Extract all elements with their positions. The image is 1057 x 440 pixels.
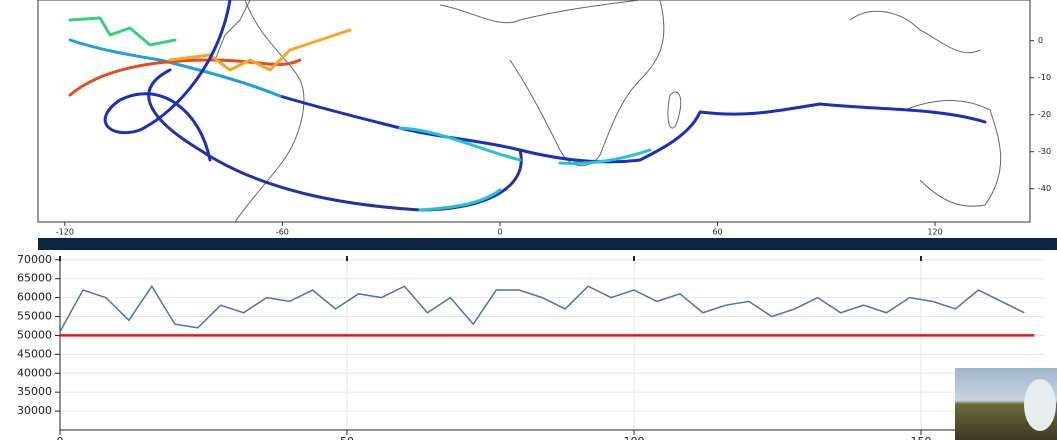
map-panel [38,0,1030,222]
y-tick-label: 50000 [17,328,52,341]
y-tick-label: 60000 [17,291,52,304]
y-tick-label: -20 [1038,110,1051,119]
x-tick-label: 0 [497,228,502,237]
figure: 7000065000600005500050000450004000035000… [0,0,1057,440]
y-tick-label: 30000 [17,404,52,417]
y-tick-label: 55000 [17,310,52,323]
x-tick-label: 60 [712,228,722,237]
y-tick-label: 70000 [17,253,52,266]
y-tick-label: 45000 [17,347,52,360]
x-tick-label: 50 [340,435,354,440]
x-tick-label: 150 [911,435,932,440]
balloon-photo [1024,379,1056,431]
y-tick-label: 65000 [17,272,52,285]
y-tick-label: -10 [1038,73,1051,82]
x-tick-label: 0 [57,435,64,440]
x-tick-label: 100 [624,435,645,440]
data-line [60,286,1024,331]
x-tick-label: 120 [927,228,942,237]
x-tick-label: -60 [276,228,289,237]
y-tick-label: 35000 [17,385,52,398]
separator-band [38,238,1057,250]
y-tick-label: 0 [1038,36,1043,45]
y-tick-label: -30 [1038,147,1051,156]
chart: 70000 65000 60000 55000 50000 45000 40000 35000… [17,253,1045,440]
y-tick-label: -40 [1038,184,1051,193]
y-tick-label: 40000 [17,366,52,379]
x-tick-label: -120 [56,228,74,237]
